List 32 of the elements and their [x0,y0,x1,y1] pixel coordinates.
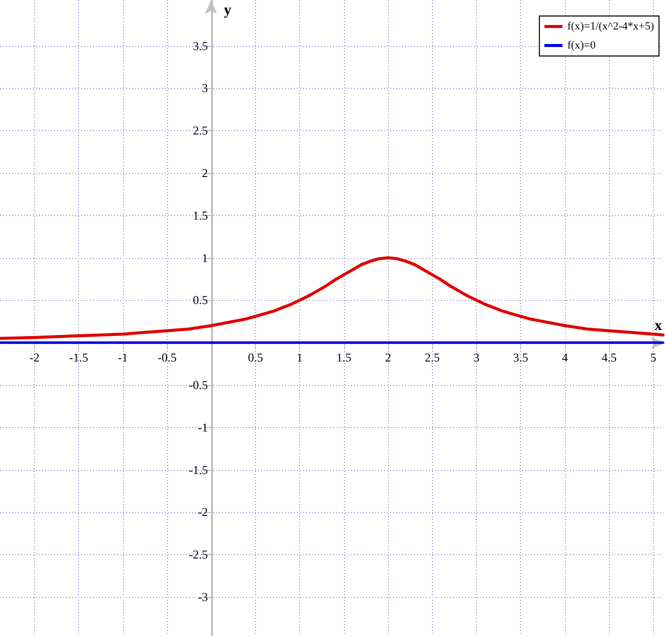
y-tick-label: -2.5 [188,548,208,562]
y-tick-label: -3 [198,590,208,604]
y-tick-label: 2 [202,166,208,180]
y-tick-label: 1 [202,250,208,265]
y-tick-label: 0.5 [192,293,208,308]
y-tick-label: -1 [198,420,208,434]
x-tick-label: 3.5 [513,350,528,365]
x-tick-label: -0.5 [158,350,177,365]
x-tick-label: 2.5 [424,350,440,365]
x-tick-label: 2 [385,350,392,365]
x-tick-label: -2 [29,350,40,365]
x-tick-label: 3 [473,350,480,365]
legend-label: f(x)=0 [567,40,596,52]
x-tick-label: 5 [650,350,656,365]
y-tick-label: -2 [198,505,208,520]
x-tick-label: 1.5 [336,350,352,365]
line-series [0,256,664,340]
x-tick-label: 0.5 [248,350,263,365]
x-tick-label: 4.5 [602,350,617,365]
x-axis-title: x [654,318,662,334]
x-tick-label: 1 [296,350,303,365]
y-tick-label: 2.5 [192,124,208,138]
y-tick-label: -1.5 [188,462,208,477]
y-tick-label: -0.5 [188,378,208,392]
x-tick-label: -1.5 [69,350,88,365]
y-axis-title: y [224,2,232,18]
x-tick-label: -1 [118,350,128,365]
y-tick-label: 3 [202,81,208,96]
y-tick-label: 1.5 [192,208,208,222]
legend-label: f(x)=1/(x^2-4*x+5) [567,20,654,32]
x-tick-label: 4 [562,350,568,365]
y-tick-label: 3.5 [192,38,208,53]
